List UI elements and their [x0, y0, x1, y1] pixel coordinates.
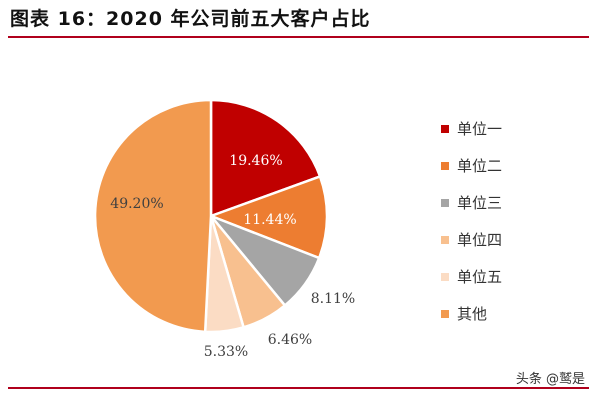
- legend-item-3: 单位三: [441, 184, 502, 221]
- legend-swatch: [441, 272, 449, 281]
- legend-swatch: [441, 161, 449, 170]
- legend-label: 单位三: [457, 194, 503, 212]
- pie-slices: [93, 98, 329, 334]
- legend-item-6: 其他: [441, 295, 502, 332]
- legend-swatch: [441, 124, 449, 133]
- legend-item-1: 单位一: [441, 110, 502, 147]
- bottom-divider: [8, 387, 589, 389]
- pie-value-label-6: 49.20%: [110, 196, 163, 212]
- pie-value-label-5: 5.33%: [204, 344, 248, 360]
- chart-title: 图表 16：2020 年公司前五大客户占比: [10, 8, 371, 30]
- watermark: 头条 @鹫是: [515, 372, 585, 387]
- legend-label: 其他: [457, 305, 488, 323]
- top-divider: [8, 36, 589, 38]
- pie-value-label-3: 8.11%: [311, 291, 355, 307]
- pie-slice-1: [209, 98, 322, 218]
- pie-slice-2: [207, 174, 329, 260]
- legend-item-5: 单位五: [441, 258, 502, 295]
- legend-label: 单位二: [457, 157, 503, 175]
- pie-value-label-4: 6.46%: [268, 332, 312, 348]
- pie-value-label-2: 11.44%: [243, 212, 296, 228]
- legend-swatch: [441, 198, 449, 207]
- chart-legend: 单位一单位二单位三单位四单位五其他: [441, 110, 502, 332]
- pie-value-label-1: 19.46%: [229, 153, 282, 169]
- pie-value-labels: 19.46% 11.44% 8.11% 6.46% 5.33% 49.20%: [110, 153, 355, 360]
- pie-slice-6: [93, 98, 213, 334]
- legend-swatch: [441, 235, 449, 244]
- legend-item-2: 单位二: [441, 147, 502, 184]
- legend-label: 单位一: [457, 120, 503, 138]
- legend-label: 单位四: [457, 231, 503, 249]
- legend-item-4: 单位四: [441, 221, 502, 258]
- legend-swatch: [441, 309, 449, 318]
- legend-label: 单位五: [457, 268, 503, 286]
